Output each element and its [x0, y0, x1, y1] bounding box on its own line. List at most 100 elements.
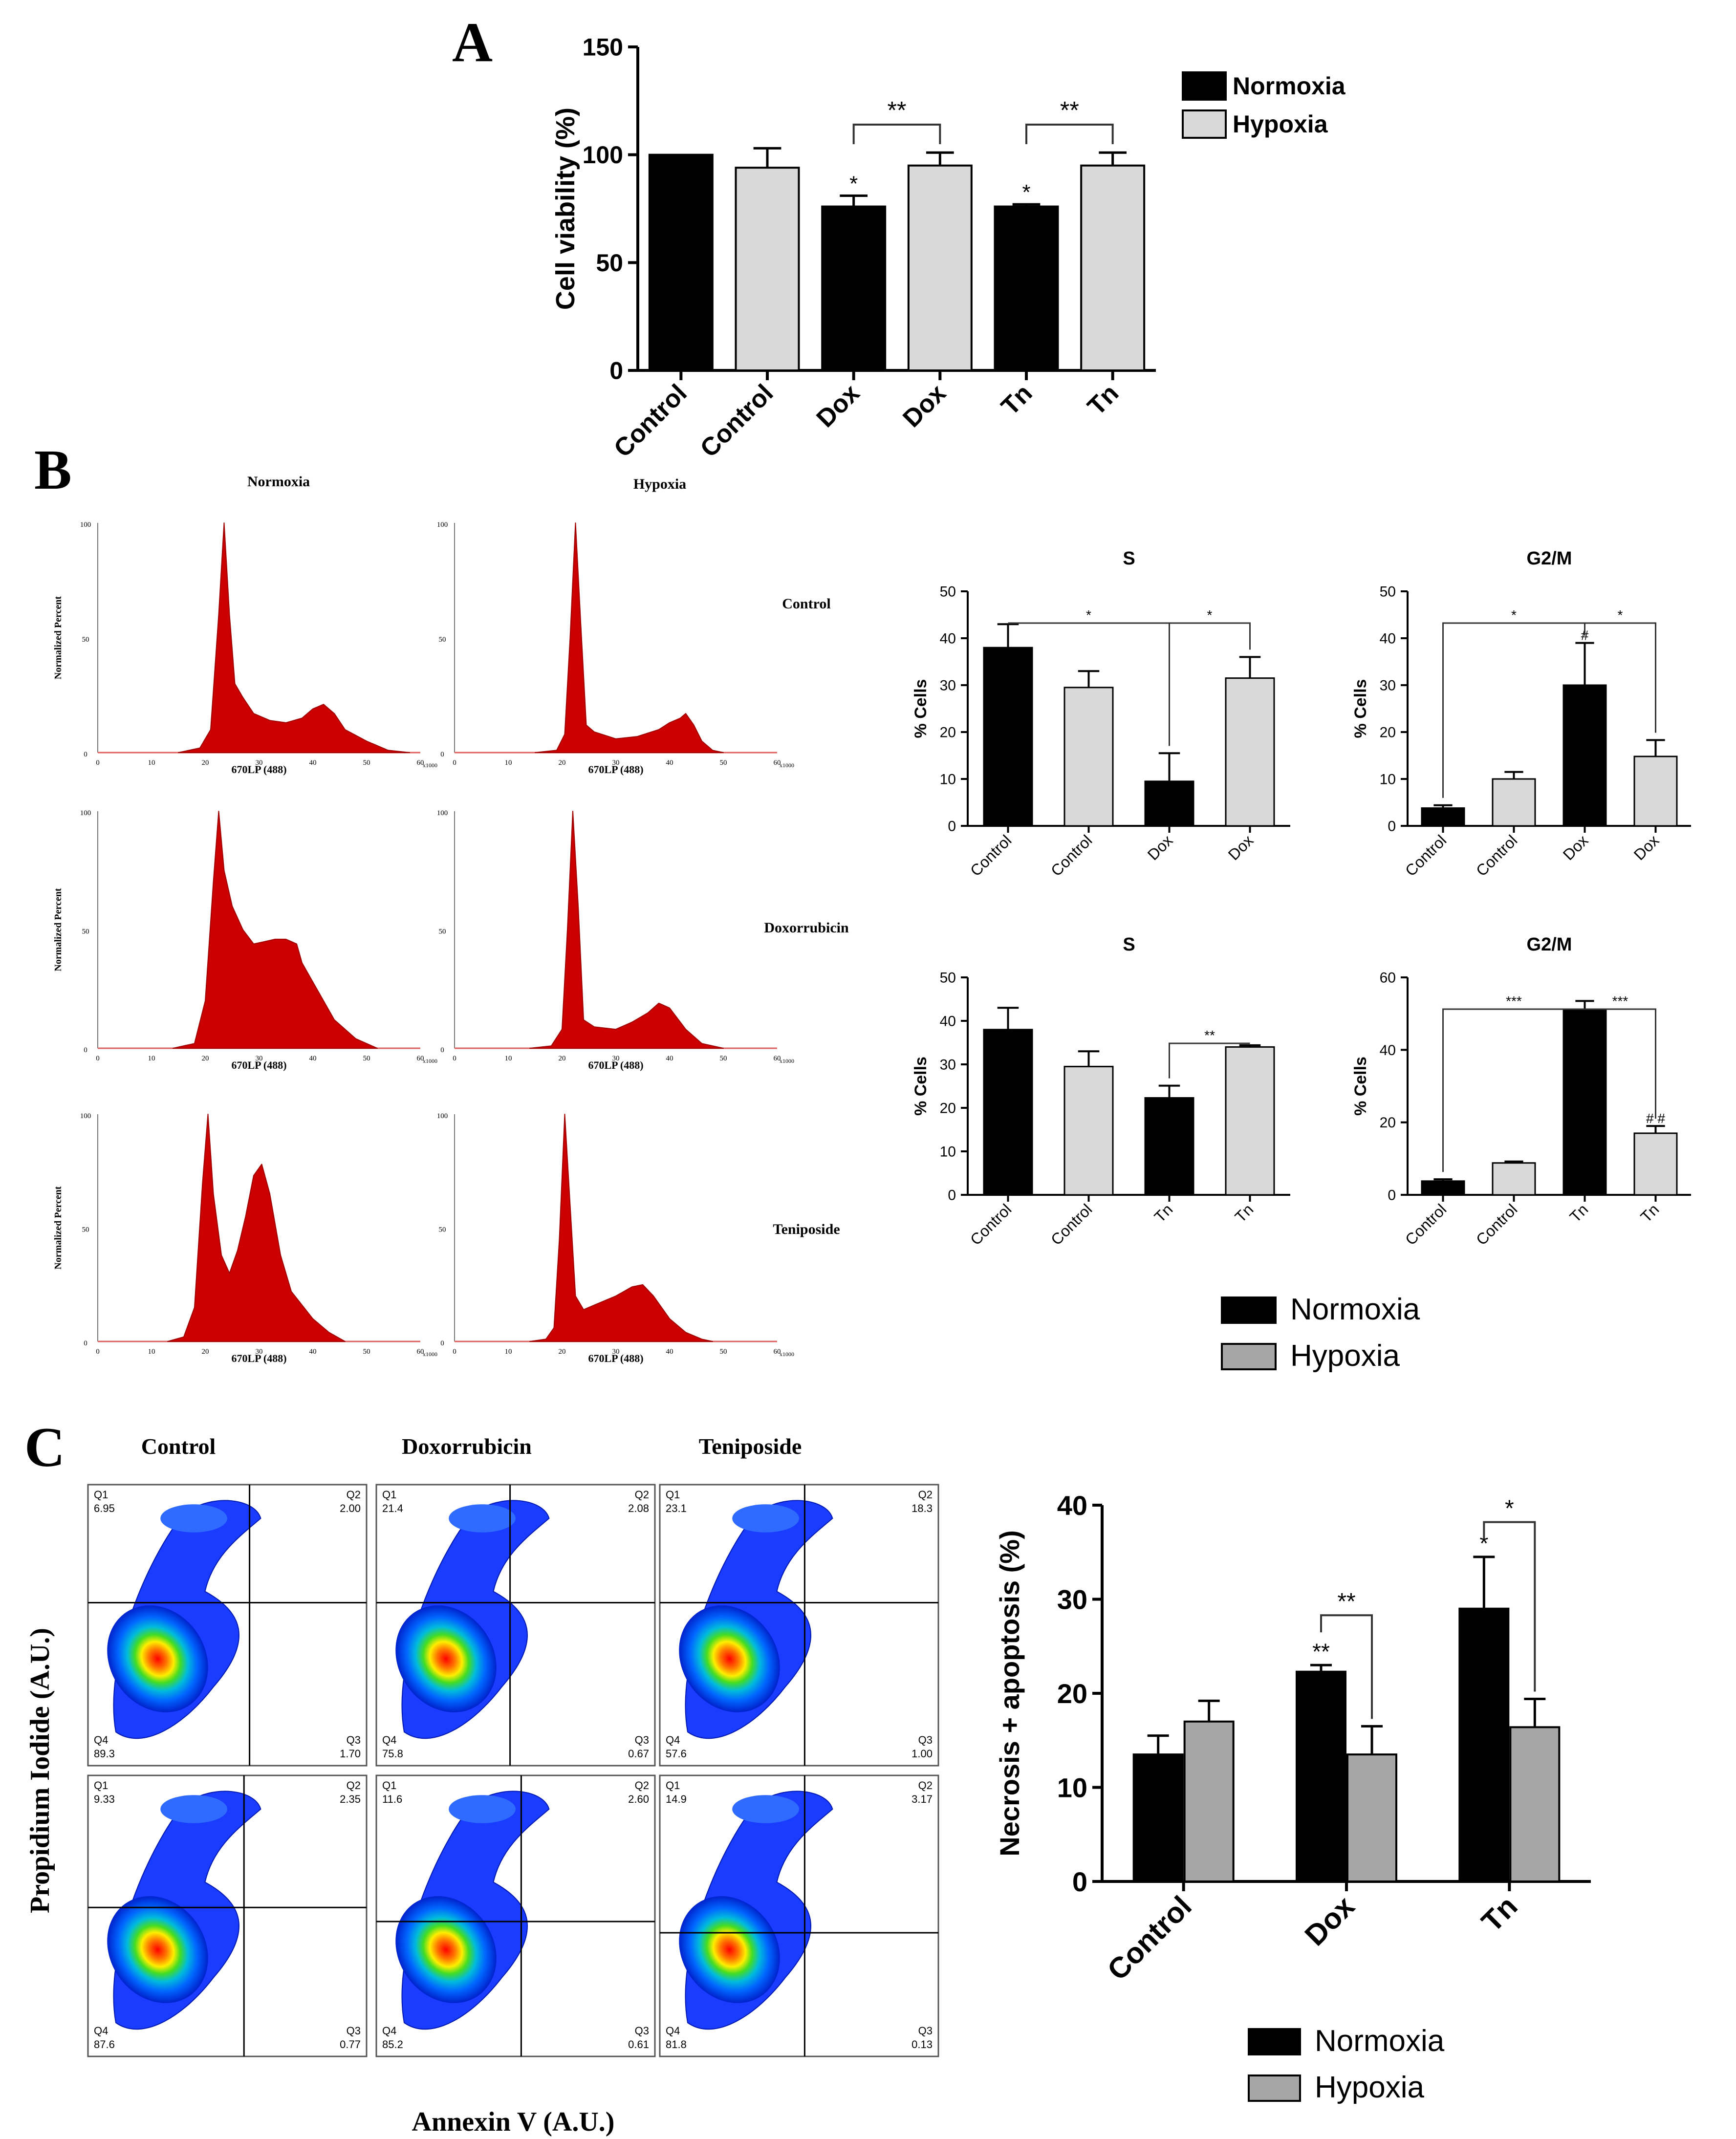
hist-row-label: Doxorrubicin	[764, 920, 849, 936]
hist-y-tick-label: 0	[84, 1340, 87, 1347]
x-tick-label: Tn	[1566, 1200, 1592, 1226]
legend-label: Hypoxia	[1233, 110, 1328, 138]
hist-x-tick-label: 0	[453, 1055, 456, 1062]
quadrant-name: Q3	[918, 1734, 933, 1746]
significance-bracket	[1025, 124, 1114, 144]
panel-c-legend: Normoxia Hypoxia	[1248, 2024, 1445, 2104]
hist-y-tick-label: 50	[439, 1226, 446, 1234]
histogram-peak	[535, 522, 724, 753]
quadrant-value: 0.67	[628, 1748, 649, 1760]
x-tick-label: Control	[1047, 1200, 1095, 1248]
hist-x-tick-label: 0	[96, 759, 100, 767]
hist-y-tick-label: 0	[84, 751, 87, 758]
y-tick-label: 60	[1380, 970, 1396, 986]
bar	[1063, 687, 1114, 827]
bar	[1183, 1720, 1235, 1882]
bar	[983, 1029, 1033, 1196]
hist-x-tick-label: 50	[720, 759, 727, 767]
hist-y-tick-label: 100	[80, 521, 91, 529]
panel-a-legend: Normoxia Hypoxia	[1182, 71, 1346, 139]
bracket-label: **	[1337, 1589, 1355, 1615]
hist-x-tick-label: 50	[363, 1348, 370, 1356]
hist-x-tick-label: 20	[559, 1055, 566, 1062]
hist-y-title: Normalized Percent	[53, 1186, 64, 1269]
y-axis-title: % Cells	[1351, 1057, 1370, 1116]
y-tick-label: 20	[1380, 725, 1396, 741]
hist-x-tick-label: 50	[720, 1055, 727, 1062]
y-tick-label: 0	[609, 357, 623, 385]
quadrant-name: Q4	[94, 2025, 108, 2037]
panel-b-letter: B	[34, 439, 72, 501]
hist-x-tick-label: 20	[202, 759, 209, 767]
hist-x-tick-label: 10	[148, 1055, 155, 1062]
significance-mark: *	[1022, 180, 1030, 204]
chart-title: S	[1123, 548, 1135, 569]
quadrant-name: Q3	[347, 1734, 361, 1746]
significance-mark: *	[1479, 1531, 1488, 1556]
bar	[1132, 1753, 1184, 1882]
hist-y-tick-label: 50	[439, 636, 446, 644]
flow-upper-cluster	[732, 1795, 799, 1823]
legend-label: Hypoxia	[1290, 1339, 1400, 1373]
quadrant-value: 6.95	[94, 1502, 115, 1514]
x-tick-label: Control	[1101, 1890, 1198, 1987]
hist-y-tick-label: 50	[82, 1226, 89, 1234]
flow-column-title: Doxorrubicin	[402, 1434, 532, 1459]
y-tick-label: 40	[940, 631, 956, 647]
bar	[1080, 164, 1146, 371]
y-tick-label: 30	[940, 678, 956, 694]
y-tick-label: 0	[1388, 819, 1396, 835]
y-axis-title: % Cells	[911, 679, 930, 738]
y-tick-label: 30	[1380, 678, 1396, 694]
chart-title: G2/M	[1527, 548, 1572, 569]
hist-x-tick-label: 60	[774, 1348, 781, 1356]
legend-swatch	[1182, 71, 1227, 101]
quadrant-value: 3.17	[911, 1793, 933, 1805]
histogram-peak	[167, 1114, 346, 1342]
hist-x-tick-label: 0	[453, 1348, 456, 1356]
y-tick-label: 0	[948, 1188, 956, 1204]
quadrant-name: Q1	[382, 1489, 396, 1501]
legend-label: Normoxia	[1290, 1293, 1420, 1326]
quadrant-name: Q4	[94, 1734, 108, 1746]
quadrant-name: Q1	[382, 1779, 396, 1792]
quadrant-name: Q2	[347, 1489, 361, 1501]
hist-x-tick-label: 30	[256, 759, 263, 767]
quadrant-value: 14.9	[666, 1793, 687, 1805]
x-tick-label: Control	[1473, 831, 1520, 879]
flow-x-title: Annexin V (A.U.)	[412, 2107, 615, 2137]
significance-bracket	[1169, 622, 1251, 746]
hist-x-tick-label: 10	[505, 759, 512, 767]
histogram-peak	[173, 811, 378, 1049]
y-tick-label: 50	[940, 584, 956, 600]
hist-y-tick-label: 100	[80, 1112, 91, 1120]
quadrant-name: Q2	[918, 1489, 933, 1501]
y-tick-label: 10	[1380, 772, 1396, 788]
flow-density-core	[107, 1605, 208, 1712]
hist-x-tick-label: 10	[505, 1348, 512, 1356]
flow-upper-cluster	[732, 1504, 799, 1533]
quadrant-name: Q4	[666, 2025, 680, 2037]
quadrant-value: 1.70	[340, 1748, 361, 1760]
bar	[1144, 780, 1194, 827]
x-tick-label: Tn	[1151, 1200, 1176, 1226]
hist-y-tick-label: 50	[82, 928, 89, 936]
bar	[1421, 807, 1465, 827]
significance-bracket	[1442, 1008, 1585, 1172]
bar	[1421, 1180, 1465, 1196]
hist-y-tick-label: 100	[80, 809, 91, 817]
significance-bracket	[852, 124, 941, 144]
y-tick-label: 150	[583, 34, 623, 61]
quadrant-value: 0.61	[628, 2038, 649, 2051]
hist-row-label: Teniposide	[773, 1221, 840, 1237]
hist-x-tick-label: 20	[202, 1055, 209, 1062]
x-tick-label: Control	[967, 1200, 1015, 1248]
y-tick-label: 10	[940, 772, 956, 788]
hist-x-unit: x1000	[780, 1351, 794, 1358]
y-tick-label: 20	[940, 725, 956, 741]
hist-y-tick-label: 0	[440, 1046, 444, 1054]
hist-x-title: 670LP (488)	[588, 763, 643, 776]
quadrant-value: 0.77	[340, 2038, 361, 2051]
